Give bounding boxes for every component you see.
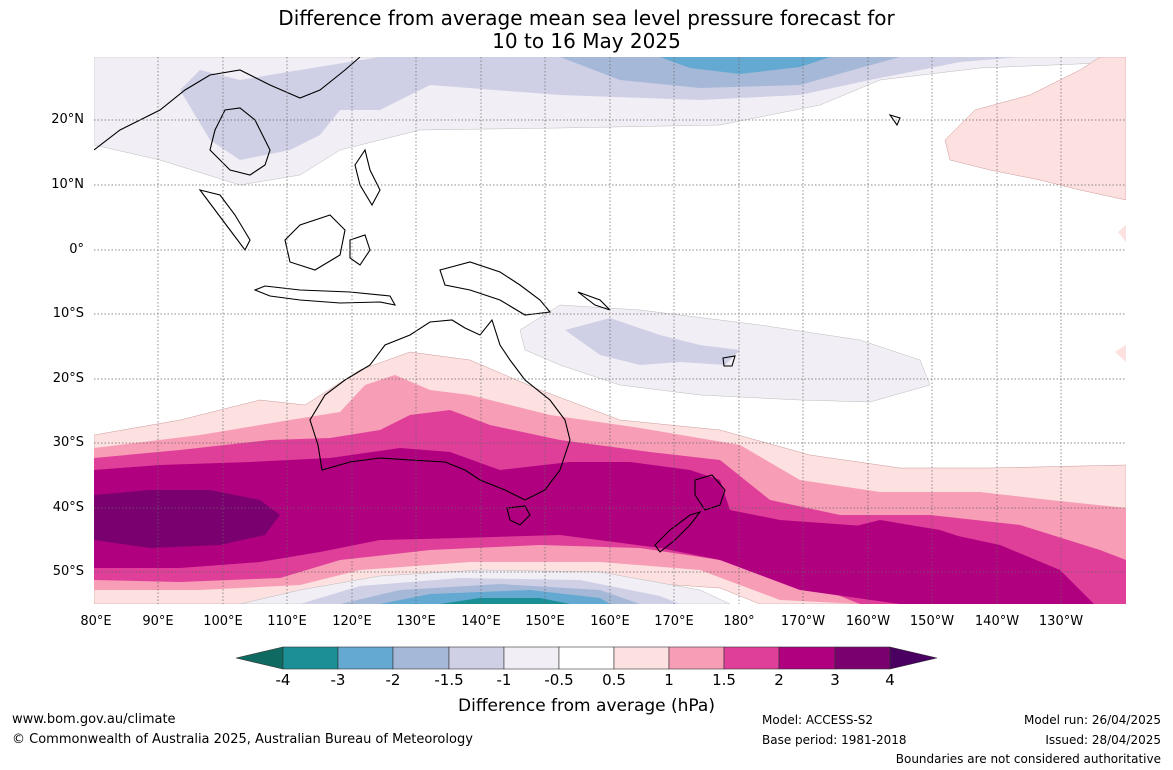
lon-label-90e: 90°E <box>142 614 174 629</box>
colorbar-tick-label: -1.5 <box>434 671 464 689</box>
colorbar-tick-label: -1 <box>496 671 512 689</box>
anomaly-contour-neg-1-north <box>180 57 1020 160</box>
lon-label-180: 180° <box>723 614 755 629</box>
lon-label-160w: 160°W <box>845 614 891 629</box>
lon-label-150e: 150°E <box>525 614 565 629</box>
anomaly-contour-pos-3-west <box>94 490 280 548</box>
lat-label-10s: 10°S <box>52 306 84 321</box>
lat-label-20n: 20°N <box>51 112 84 127</box>
lon-label-100e: 100°E <box>203 614 243 629</box>
anomaly-contour-neg-2-north <box>660 57 830 74</box>
lat-label-20s: 20°S <box>52 371 84 386</box>
lon-label-150w: 150°W <box>909 614 955 629</box>
colorbar-tick-label: 3 <box>830 671 840 689</box>
graticule <box>94 57 1126 604</box>
model-run-date: Model run: 26/04/2025 <box>1023 713 1161 727</box>
lat-label-10n: 10°N <box>51 177 84 192</box>
colorbar-tick-label: -3 <box>330 671 346 689</box>
lon-label-170w: 170°W <box>780 614 826 629</box>
lon-label-110e: 110°E <box>267 614 307 629</box>
lat-label-30s: 30°S <box>52 435 84 450</box>
lat-label-50s: 50°S <box>52 564 84 579</box>
anomaly-contour-neg-1-mid <box>565 318 740 365</box>
anomaly-contour-pos-2-east <box>835 520 1056 604</box>
lat-label-0: 0° <box>69 242 84 257</box>
colorbar-tick-label: 1 <box>664 671 674 689</box>
colorbar-tick-label: 1.5 <box>712 671 736 689</box>
lon-label-80e: 80°E <box>80 614 112 629</box>
issued-date: Issued: 28/04/2025 <box>1045 733 1161 747</box>
anomaly-contour-pos-0.5-e <box>1115 225 1126 362</box>
lon-label-140e: 140°E <box>461 614 501 629</box>
base-period: Base period: 1981-2018 <box>762 733 907 747</box>
colorbar-tick-label: 4 <box>885 671 895 689</box>
boundaries-disclaimer: Boundaries are not considered authoritat… <box>895 752 1161 766</box>
lon-label-160e: 160°E <box>590 614 630 629</box>
colorbar-tick-label: 0.5 <box>602 671 626 689</box>
colorbar-title: Difference from average (hPa) <box>458 696 715 716</box>
model-name: Model: ACCESS-S2 <box>762 713 874 727</box>
anomaly-contour-pos-0.5-ne <box>944 57 1126 201</box>
colorbar-tick-label: -4 <box>275 671 291 689</box>
lat-label-40s: 40°S <box>52 500 84 515</box>
colorbar-tick-label: -0.5 <box>544 671 574 689</box>
lon-label-170e: 170°E <box>654 614 694 629</box>
anomaly-contour-neg-3-south <box>440 598 570 604</box>
website-link[interactable]: www.bom.gov.au/climate <box>12 712 176 727</box>
colorbar-tick-label: 2 <box>774 671 784 689</box>
map-title-line2: 10 to 16 May 2025 <box>492 29 681 53</box>
map-title-line1: Difference from average mean sea level p… <box>278 6 895 30</box>
colorbar-tick-label: -2 <box>385 671 401 689</box>
copyright-text: © Commonwealth of Australia 2025, Austra… <box>12 732 473 747</box>
lon-label-130e: 130°E <box>396 614 436 629</box>
lon-label-120e: 120°E <box>332 614 372 629</box>
lon-label-140w: 140°W <box>974 614 1020 629</box>
lon-label-130w: 130°W <box>1038 614 1084 629</box>
